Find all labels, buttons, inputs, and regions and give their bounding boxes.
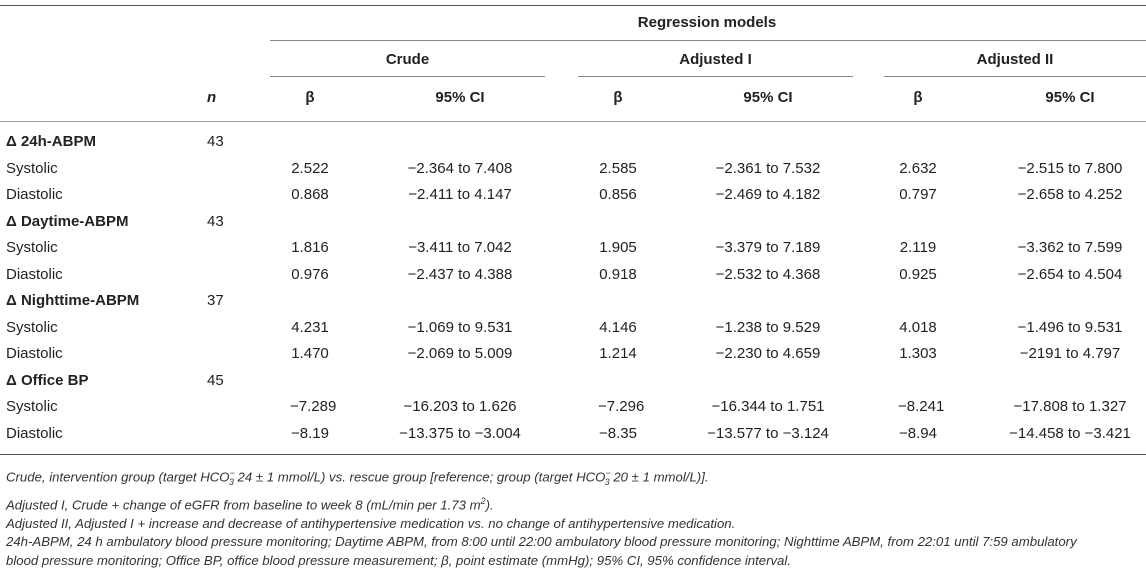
row-label: Systolic [6,239,58,256]
crude-underline [270,76,545,77]
beta-value: 1.816 [291,239,329,256]
footnote-adjusted-2: Adjusted II, Adjusted I + increase and d… [6,515,736,531]
row-label: Diastolic [6,186,63,203]
model-heading-adjusted-1: Adjusted I [679,51,752,68]
beta-value: 0.925 [899,265,937,283]
beta-value: 0.856 [599,186,637,203]
ci-value: −17.808 to 1.327 [1013,398,1127,415]
beta-value: −7.296 [598,398,645,415]
beta-value: 2.119 [899,239,937,256]
row-label: Systolic [6,159,58,177]
section-title: Δ Nighttime-ABPM [6,292,140,309]
ci-value: −3.411 to 7.042 [408,239,512,256]
beta-header-crude: β [305,89,315,106]
row-label: Diastolic [6,424,63,442]
section-n: 43 [207,212,224,230]
beta-value: −8.94 [899,424,937,442]
beta-value: −8.35 [599,424,637,442]
ci-header-adjusted-2: 95% CI [1045,89,1095,106]
row-label: Diastolic [6,265,63,283]
beta-header-adjusted-2: β [913,89,923,106]
ci-header-adjusted-1: 95% CI [743,89,793,106]
ci-value: −2.069 to 5.009 [407,345,513,362]
table-top-rule [0,5,1146,6]
row-label: Systolic [6,318,58,336]
beta-value: 4.018 [899,318,937,336]
beta-value: 0.976 [291,265,329,283]
ci-value: −2.364 to 7.408 [407,159,513,177]
beta-value: −8.19 [291,424,329,442]
ci-value: −2.411 to 4.147 [408,186,512,203]
ci-value: −2.654 to 4.504 [1017,265,1123,283]
ci-value: −2.230 to 4.659 [715,345,821,362]
section-n: 45 [207,371,224,389]
beta-value: 4.146 [599,318,637,336]
footnote-abbreviations-2: blood pressure monitoring; Office BP, of… [6,552,791,568]
beta-value: 0.797 [899,186,937,203]
ci-value: −1.496 to 9.531 [1017,318,1123,336]
footnote-abbreviations-1: 24h-ABPM, 24 h ambulatory blood pressure… [6,534,1077,550]
regression-models-heading: Regression models [637,14,777,31]
ci-value: −16.344 to 1.751 [711,398,825,415]
beta-header-adjusted-1: β [613,89,623,106]
ci-value: −2.658 to 4.252 [1017,186,1123,203]
footnote-crude: Crude, intervention group (target HCO−3 … [6,468,709,488]
ci-value: −2.515 to 7.800 [1017,159,1123,177]
beta-value: 0.868 [291,186,329,203]
section-n: 37 [207,292,224,309]
header-bottom-rule [0,121,1146,122]
ci-value: −3.362 to 7.599 [1017,239,1123,256]
ci-value: −13.375 to −3.004 [399,424,521,442]
ci-value: −1.069 to 9.531 [407,318,513,336]
ci-value: −1.238 to 9.529 [715,318,821,336]
section-title: Δ Office BP [6,371,89,389]
beta-value: 4.231 [291,318,329,336]
footnote-adjusted-1: Adjusted I, Crude + change of eGFR from … [6,495,494,513]
adjusted-1-underline [578,76,853,77]
table-footnotes: Crude, intervention group (target HCO−3 … [6,464,1142,570]
ci-value: −16.203 to 1.626 [403,398,517,415]
ci-value: −2191 to 4.797 [1019,345,1121,362]
beta-value: 2.632 [899,159,937,177]
ci-value: −14.458 to −3.421 [1009,424,1131,442]
ci-value: −2.532 to 4.368 [715,265,821,283]
beta-value: 2.585 [599,159,637,177]
ci-value: −2.361 to 7.532 [715,159,821,177]
n-header: n [207,89,217,106]
ci-value: −2.469 to 4.182 [715,186,821,203]
ci-value: −2.437 to 4.388 [407,265,513,283]
beta-value: 1.303 [899,345,937,362]
beta-value: 0.918 [599,265,637,283]
ci-value: −3.379 to 7.189 [715,239,821,256]
row-label: Systolic [6,398,58,415]
beta-value: 1.905 [599,239,637,256]
beta-value: 1.470 [291,345,329,362]
header-divider [270,40,1146,41]
section-title: Δ 24h-ABPM [6,133,96,150]
model-heading-adjusted-2: Adjusted II [976,51,1054,68]
ci-header-crude: 95% CI [435,89,485,106]
beta-value: 2.522 [291,159,329,177]
beta-value: −8.241 [898,398,945,415]
model-heading-crude: Crude [385,51,430,68]
table-bottom-rule [0,454,1146,455]
beta-value: −7.289 [290,398,337,415]
row-label: Diastolic [6,345,63,362]
ci-value: −13.577 to −3.124 [707,424,829,442]
section-n: 43 [207,133,224,150]
adjusted-2-underline [884,76,1146,77]
beta-value: 1.214 [599,345,637,362]
section-title: Δ Daytime-ABPM [6,212,129,230]
